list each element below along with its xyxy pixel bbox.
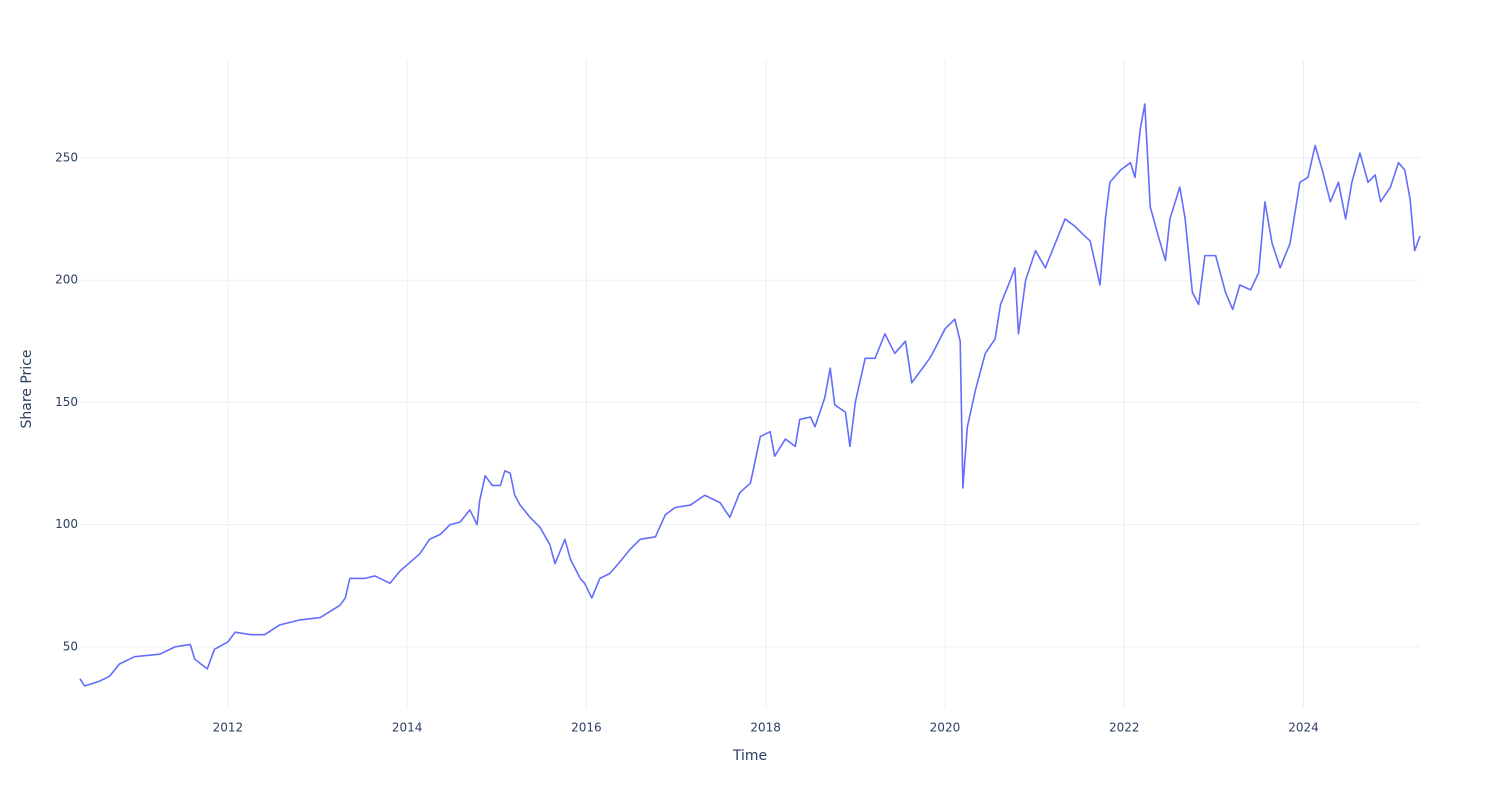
y-axis-title: Share Price	[19, 349, 35, 428]
y-tick-label: 100	[55, 517, 78, 531]
y-tick-label: 50	[63, 639, 78, 653]
x-tick-label: 2018	[750, 721, 781, 735]
x-axis-title: Time	[732, 748, 767, 764]
y-tick-label: 150	[55, 395, 78, 409]
price-line	[79, 103, 1421, 687]
x-tick-label: 2020	[930, 721, 961, 735]
x-tick-label: 2012	[213, 721, 244, 735]
x-tick-label: 2016	[571, 721, 602, 735]
x-tick-label: 2022	[1109, 721, 1140, 735]
y-tick-label: 250	[55, 150, 78, 164]
x-tick-label: 2024	[1288, 721, 1319, 735]
y-tick-label: 200	[55, 273, 78, 287]
x-tick-label: 2014	[392, 721, 423, 735]
